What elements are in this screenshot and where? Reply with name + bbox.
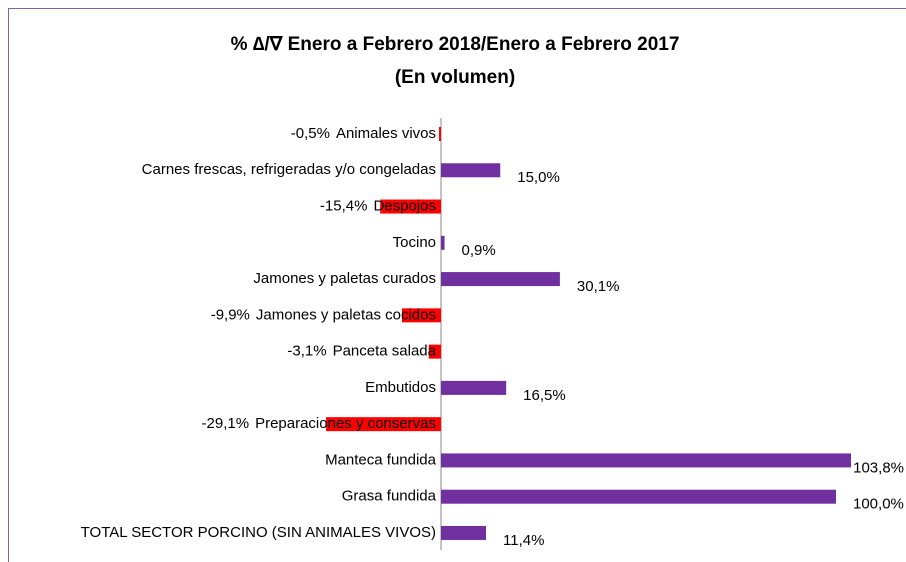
bar: [441, 453, 852, 468]
category-label: Carnes frescas, refrigeradas y/o congela…: [142, 161, 436, 178]
value-label: -3,1%: [287, 343, 326, 360]
category-label: Preparaciones y conservas: [255, 415, 436, 432]
value-label: 0,9%: [462, 242, 496, 259]
value-label: -15,4%: [320, 198, 368, 215]
bar: [441, 525, 487, 540]
value-label: 100,0%: [853, 496, 904, 513]
category-label: TOTAL SECTOR PORCINO (SIN ANIMALES VIVOS…: [81, 524, 436, 541]
category-label: Despojos: [373, 198, 436, 215]
value-label: 15,0%: [517, 169, 560, 186]
value-label: 16,5%: [523, 387, 566, 404]
value-label: 30,1%: [577, 278, 620, 295]
category-label: Grasa fundida: [342, 488, 437, 505]
value-label: -0,5%: [291, 125, 330, 142]
value-label: -9,9%: [211, 306, 250, 323]
category-label: Panceta salada: [333, 343, 437, 360]
bar: [439, 127, 441, 141]
category-label: Tocino: [393, 234, 436, 251]
bar: [441, 163, 501, 178]
chart-border: [8, 8, 906, 562]
value-label: 103,8%: [853, 459, 904, 476]
bar: [441, 235, 445, 250]
chart-subtitle: (En volumen): [395, 67, 515, 88]
category-label: Manteca fundida: [325, 451, 437, 468]
category-label: Embutidos: [365, 379, 436, 396]
category-label: Jamones y paletas curados: [253, 270, 436, 287]
bar: [326, 417, 441, 432]
bar: [441, 380, 507, 395]
bar: [380, 199, 441, 214]
bar: [441, 489, 836, 504]
bar: [401, 308, 441, 323]
bar: [441, 272, 560, 287]
value-label: -29,1%: [202, 415, 250, 432]
category-label: Jamones y paletas cocidos: [256, 306, 436, 323]
bar: [428, 344, 441, 359]
value-label: 11,4%: [503, 532, 544, 549]
chart-title: % ∆/∇ Enero a Febrero 2018/Enero a Febre…: [231, 34, 680, 55]
category-label: Animales vivos: [336, 125, 436, 142]
